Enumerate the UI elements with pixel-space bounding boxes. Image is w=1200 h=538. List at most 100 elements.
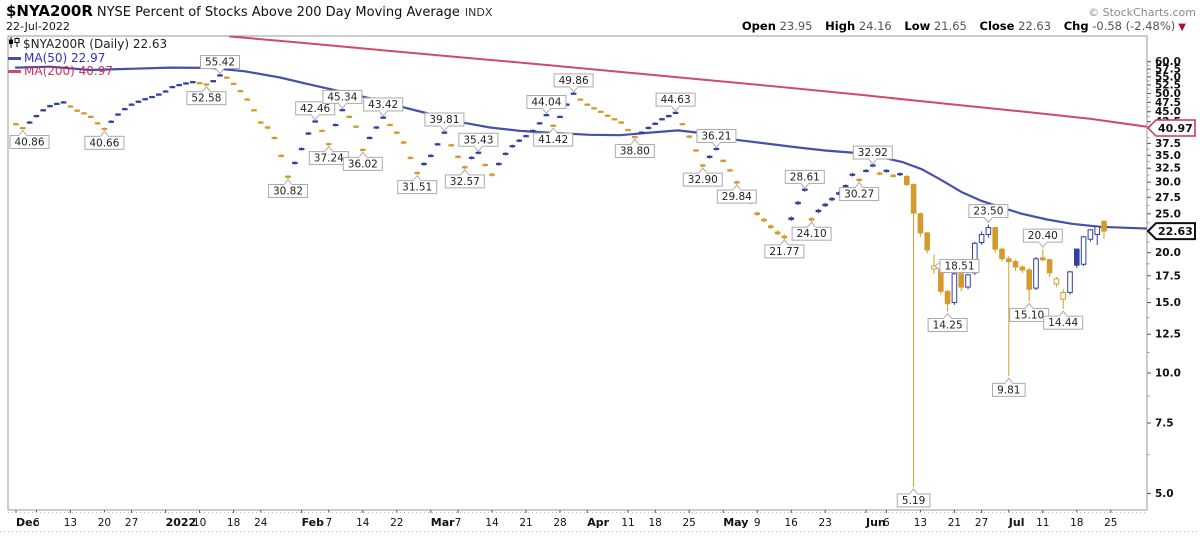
candle [414, 171, 420, 175]
candle [149, 95, 155, 99]
candle [645, 126, 652, 130]
candle [217, 74, 223, 77]
pivot-labels: 40.86 40.66 52.58 55.42 30.82 42.46 37.24 45.34… [9, 55, 1084, 508]
candle [278, 154, 284, 157]
svg-text:44.63: 44.63 [661, 94, 691, 106]
candle [224, 76, 230, 79]
x-tick-label: 10 [193, 517, 206, 529]
candle [863, 169, 869, 172]
candle [20, 127, 26, 130]
candle [591, 107, 597, 110]
exchange-tag: INDX [464, 6, 493, 19]
pivot-label: 32.57 [444, 169, 485, 189]
candle [1046, 259, 1053, 274]
svg-text:45.34: 45.34 [327, 91, 357, 103]
svg-text:28.61: 28.61 [790, 171, 820, 183]
candle [353, 125, 359, 128]
svg-text:30.27: 30.27 [844, 189, 874, 201]
candle [1026, 269, 1033, 290]
ma50-line [14, 65, 1148, 230]
candle [706, 155, 713, 158]
x-tick-label: May [723, 516, 748, 529]
x-tick-label: 6 [883, 517, 890, 529]
candle [802, 188, 808, 191]
svg-text:9.81: 9.81 [997, 384, 1020, 396]
pivot-label: 32.90 [682, 167, 723, 187]
pivot-label: 35.43 [458, 132, 499, 153]
candle [584, 103, 591, 106]
candle [312, 120, 318, 123]
chg-value: -0.58 (-2.48%) [1092, 19, 1176, 33]
candle [1012, 260, 1019, 268]
candlestick-icon [8, 37, 20, 52]
candle [441, 131, 448, 134]
x-tick-label: 11 [621, 517, 634, 529]
pivot-label: 45.34 [322, 89, 363, 110]
low-label: Low [904, 19, 931, 33]
candle [468, 156, 475, 159]
pivot-label: 40.86 [9, 129, 50, 149]
candle [965, 274, 971, 288]
close-value: 22.63 [1018, 19, 1052, 33]
x-tick-label: 13 [64, 517, 77, 529]
candle [985, 227, 992, 235]
candle [897, 173, 903, 176]
svg-text:40.66: 40.66 [89, 137, 119, 149]
candle [781, 235, 788, 239]
y-tick-label: 5.0 [1155, 488, 1174, 500]
x-tick-label: 25 [683, 517, 696, 529]
pivot-label: 36.21 [696, 128, 737, 149]
y-tick-label: 45.0 [1155, 106, 1181, 118]
candle [876, 172, 883, 175]
candle [944, 290, 951, 305]
candle [244, 98, 250, 101]
svg-text:32.57: 32.57 [450, 176, 480, 188]
candle [332, 123, 339, 127]
candle [1074, 248, 1080, 266]
axis-callout-value: 22.63 [1158, 225, 1193, 238]
candle [842, 185, 849, 188]
candle [346, 115, 352, 119]
candle [856, 178, 863, 182]
x-tick-label: 7 [455, 517, 462, 529]
candle [380, 116, 386, 119]
candle [754, 212, 761, 216]
candle [904, 175, 910, 185]
candle [482, 163, 488, 167]
x-tick-label: Mar [431, 516, 455, 529]
close-label: Close [979, 19, 1015, 33]
candle [360, 148, 366, 152]
y-tick-label: 50.0 [1155, 88, 1181, 100]
chg-label: Chg [1063, 19, 1089, 33]
y-axis: 60.057.555.052.550.047.545.042.537.535.0… [1147, 56, 1181, 500]
candle [428, 154, 434, 157]
y-tick-label: 17.5 [1155, 270, 1181, 282]
y-tick-label: 60.0 [1155, 56, 1181, 68]
x-tick-label: 18 [649, 517, 662, 529]
svg-text:31.51: 31.51 [402, 182, 432, 194]
svg-text:32.90: 32.90 [688, 174, 718, 186]
candle [47, 105, 53, 108]
pivot-label: 39.81 [424, 112, 465, 132]
pivot-label: 55.42 [200, 55, 240, 75]
x-tick-label: 2022 [166, 516, 197, 529]
candle [156, 93, 162, 96]
y-tick-label: 47.5 [1155, 97, 1181, 109]
x-tick-label: Apr [587, 516, 609, 529]
pivot-label: 30.82 [268, 178, 308, 198]
candle [67, 105, 74, 108]
candle [339, 109, 346, 112]
svg-text:55.42: 55.42 [205, 57, 235, 69]
x-tick-label: 9 [754, 517, 761, 529]
svg-text:42.46: 42.46 [300, 103, 330, 115]
candle [162, 90, 169, 93]
x-tick-label: 20 [98, 517, 111, 529]
candle [774, 231, 781, 235]
axis-callout: 40.97 [1146, 119, 1196, 137]
candle [557, 115, 563, 119]
pivot-label: 20.40 [1022, 228, 1063, 248]
pivot-label: 28.61 [784, 169, 825, 190]
candle [761, 218, 767, 222]
candle [815, 209, 822, 213]
